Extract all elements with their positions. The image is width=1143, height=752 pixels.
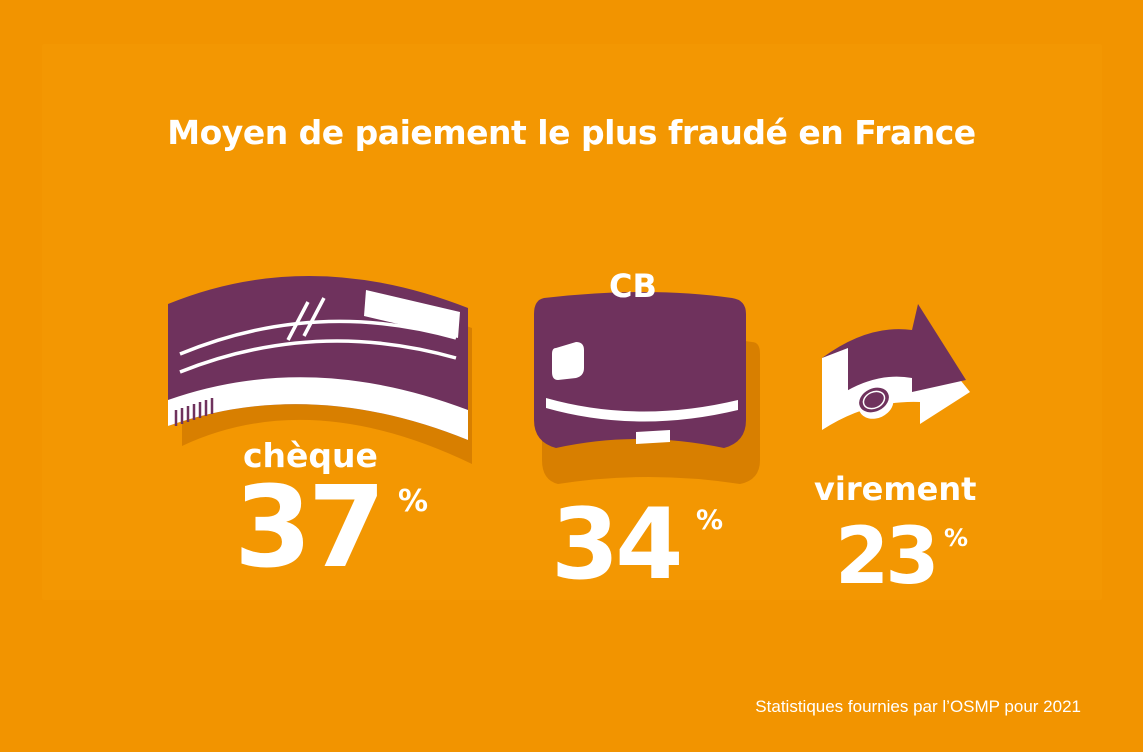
cheque-percent-sign: % [398, 484, 429, 519]
credit-card-icon [534, 292, 760, 484]
cheque-value: 37 [234, 463, 386, 593]
transfer-arrow-icon [822, 304, 970, 430]
chart-title: Moyen de paiement le plus fraudé en Fran… [167, 113, 976, 152]
source-note: Statistiques fournies par l’OSMP pour 20… [755, 697, 1081, 716]
virement-label: virement [814, 470, 977, 508]
cheque-label: chèque [243, 436, 378, 475]
cheque-icon [168, 275, 472, 464]
cb-percent-sign: % [696, 505, 724, 536]
virement-percent-sign: % [944, 524, 969, 552]
virement-value: 23 [835, 512, 940, 602]
cb-value: 34 [551, 488, 683, 602]
cb-label: CB [609, 267, 657, 305]
